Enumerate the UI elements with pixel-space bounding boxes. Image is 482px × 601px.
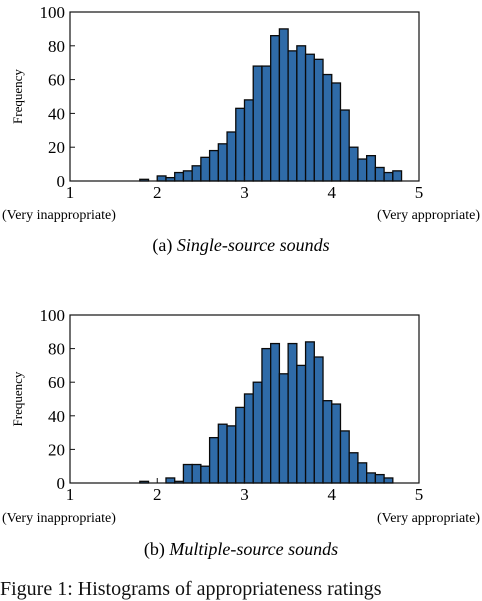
histogram-bar: [313, 58, 324, 182]
histogram-panel-1: 0 20 40 60 80 100 1 2 3 4 5 Frequency (Very inapprop…: [2, 3, 480, 256]
histogram-bar: [208, 149, 219, 182]
panel-caption-title: Single-source sounds: [177, 235, 330, 255]
histogram-bar: [296, 364, 307, 484]
histogram-bar: [182, 463, 193, 484]
histogram-bar: [261, 65, 272, 182]
histogram-bar: [217, 143, 228, 182]
histogram-bar: [383, 171, 394, 182]
x-tick-label: 5: [415, 485, 424, 504]
y-tick-label: 60: [48, 71, 65, 90]
histogram-bar: [217, 423, 228, 484]
histogram-bar: [365, 472, 377, 484]
histogram-bar: [200, 465, 211, 484]
panel-caption: (a) Single-source sounds: [152, 235, 329, 256]
y-tick-label: 40: [48, 104, 65, 123]
histogram-bar: [208, 436, 219, 484]
y-tick-label: 80: [48, 37, 65, 56]
histogram-bar: [365, 154, 377, 182]
x-tick-label: 2: [153, 485, 162, 504]
x-left-extreme-label: (Very inappropriate): [2, 511, 116, 526]
histogram-bar: [270, 35, 281, 182]
panel-caption: (b) Multiple-source sounds: [144, 539, 338, 560]
histogram-bar: [235, 406, 246, 484]
x-right-extreme-label: (Very appropriate): [377, 208, 480, 223]
x-tick-label: 4: [328, 183, 337, 202]
y-axis-label: Frequency: [10, 371, 25, 426]
x-tick-label: 1: [66, 485, 75, 504]
panel-label: (b): [144, 539, 170, 560]
x-tick-label: 3: [240, 183, 249, 202]
histogram-bar: [339, 109, 350, 182]
x-tick-label: 4: [328, 485, 337, 504]
histogram-bar: [174, 171, 185, 182]
histogram-bar: [261, 347, 272, 484]
histogram-bar: [243, 393, 254, 484]
histogram-bar: [270, 342, 281, 484]
y-tick-label: 100: [40, 3, 66, 22]
y-tick-label: 20: [48, 138, 65, 157]
histogram-bar: [331, 403, 342, 484]
histogram-bar: [156, 175, 167, 182]
histogram-bar: [304, 341, 315, 484]
histogram-bar: [304, 53, 315, 182]
histogram-bar: [200, 156, 211, 182]
histogram-bar: [191, 165, 202, 182]
histogram-panel-2: 0 20 40 60 80 100 1 2 3 4 5 Frequency (Very inapprop…: [2, 306, 480, 560]
y-axis-label: Frequency: [10, 69, 25, 124]
histogram-bar: [357, 158, 368, 182]
histogram-bar: [278, 373, 289, 484]
x-left-extreme-label: (Very inappropriate): [2, 208, 116, 223]
histogram-bar: [252, 65, 263, 182]
x-tick-label: 2: [153, 183, 162, 202]
histogram-bar: [331, 82, 342, 182]
x-tick-label: 3: [240, 485, 249, 504]
histogram-bar: [357, 462, 368, 484]
histogram-bar: [383, 477, 394, 484]
y-tick-label: 60: [48, 373, 65, 392]
histogram-bar: [339, 430, 350, 484]
histogram-bar: [313, 356, 324, 484]
histogram-bar: [374, 473, 385, 484]
histogram-bar: [226, 425, 237, 484]
histogram-bar: [392, 170, 403, 182]
y-tick-label: 100: [40, 306, 66, 325]
histogram-bar: [322, 73, 333, 182]
histogram-bar: [287, 342, 298, 484]
panel-caption-title: Multiple-source sounds: [168, 539, 338, 559]
histogram-bar: [287, 50, 298, 182]
histogram-bar: [182, 170, 193, 182]
y-tick-label: 0: [57, 474, 66, 493]
y-tick-label: 80: [48, 340, 65, 359]
x-tick-label: 1: [66, 183, 75, 202]
histogram-bar: [243, 99, 254, 182]
histogram-bar: [226, 131, 237, 182]
histogram-bar: [278, 28, 289, 182]
y-tick-label: 0: [57, 172, 66, 191]
histogram-bar: [296, 45, 307, 182]
histogram-bar: [348, 146, 359, 182]
histogram-bar: [252, 381, 263, 484]
histogram-bar: [322, 400, 333, 484]
histogram-bar: [165, 477, 176, 484]
panel-label: (a): [152, 235, 176, 256]
y-tick-label: 40: [48, 407, 65, 426]
x-right-extreme-label: (Very appropriate): [377, 511, 480, 526]
histogram-bar: [191, 463, 202, 484]
figure-caption: Figure 1: Histograms of appropriateness …: [0, 578, 382, 600]
x-tick-label: 5: [415, 183, 424, 202]
y-tick-label: 20: [48, 440, 65, 459]
histogram-bar: [374, 166, 385, 182]
histogram-bar: [348, 452, 359, 484]
histogram-bar: [235, 107, 246, 182]
